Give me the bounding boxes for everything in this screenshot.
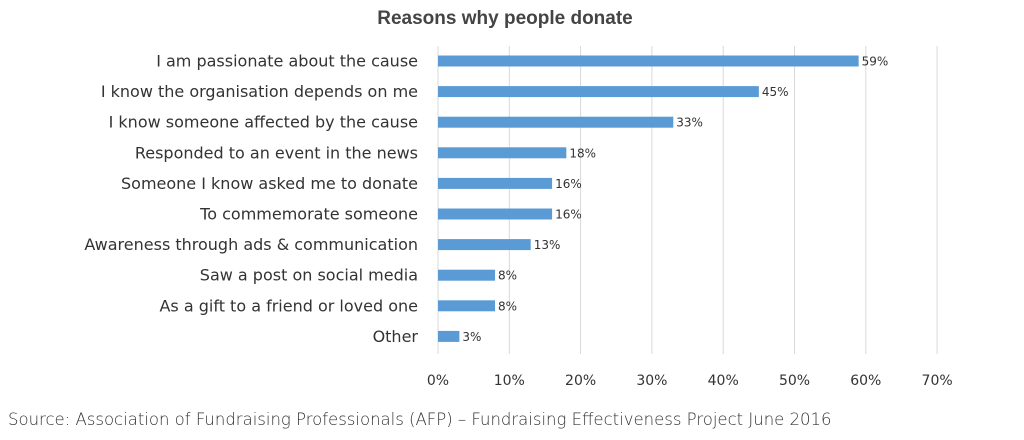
category-label: Saw a post on social media xyxy=(200,266,418,285)
x-tick-label: 50% xyxy=(779,373,810,389)
x-tick-label: 60% xyxy=(850,373,881,389)
data-label: 16% xyxy=(555,177,582,191)
bar xyxy=(438,147,567,159)
x-tick-label: 20% xyxy=(565,373,596,389)
x-tick-label: 70% xyxy=(922,373,953,389)
category-label: I know the organisation depends on me xyxy=(101,82,418,101)
bar xyxy=(438,177,553,189)
data-label: 8% xyxy=(498,269,517,283)
bar xyxy=(438,239,531,251)
category-label: Awareness through ads & communication xyxy=(84,235,418,254)
bar xyxy=(438,330,460,342)
x-tick-label: 30% xyxy=(636,373,667,389)
category-label: I am passionate about the cause xyxy=(156,52,418,71)
data-label: 33% xyxy=(676,116,703,130)
bar xyxy=(438,86,759,98)
bar xyxy=(438,208,553,220)
x-tick-label: 0% xyxy=(427,373,449,389)
data-label: 59% xyxy=(862,55,889,69)
grid xyxy=(437,46,938,354)
chart-title: Reasons why people donate xyxy=(377,8,633,29)
data-labels: 59% 45% 33% 18% 16% 16% 13% 8% 8% 3% xyxy=(462,55,888,344)
x-tick-label: 10% xyxy=(494,373,525,389)
category-label: I know someone affected by the cause xyxy=(109,113,418,132)
bar xyxy=(438,300,496,312)
data-label: 8% xyxy=(498,299,517,313)
source-note: Source: Association of Fundraising Profe… xyxy=(8,410,832,429)
data-label: 3% xyxy=(462,330,481,344)
category-label: As a gift to a friend or loved one xyxy=(159,296,418,315)
x-tick-label: 40% xyxy=(708,373,739,389)
data-label: 13% xyxy=(534,238,561,252)
bar xyxy=(438,116,674,128)
bar xyxy=(438,269,496,281)
data-label: 18% xyxy=(569,146,596,160)
category-label: Other xyxy=(373,327,419,346)
x-axis-ticks: 0% 10% 20% 30% 40% 50% 60% 70% xyxy=(427,373,953,389)
category-label: To commemorate someone xyxy=(199,205,418,224)
bars xyxy=(438,55,859,342)
category-labels: I am passionate about the cause I know th… xyxy=(84,52,418,346)
bar xyxy=(438,55,859,67)
category-label: Someone I know asked me to donate xyxy=(121,174,418,193)
data-label: 45% xyxy=(762,85,789,99)
category-label: Responded to an event in the news xyxy=(135,143,418,162)
data-label: 16% xyxy=(555,208,582,222)
